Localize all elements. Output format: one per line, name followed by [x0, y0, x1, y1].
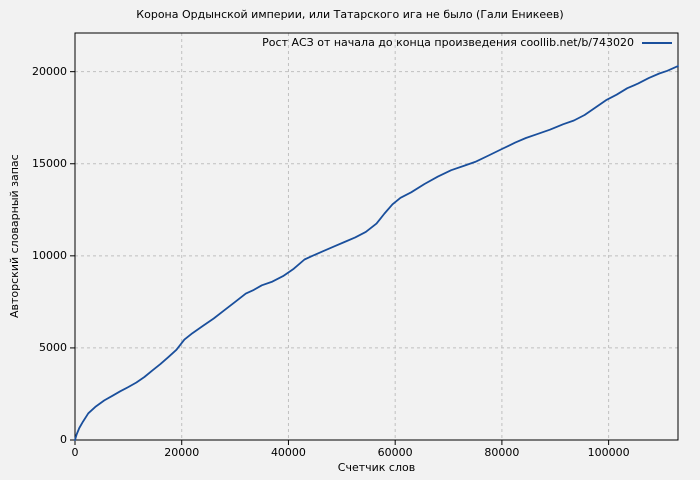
x-tick-label: 80000: [484, 446, 520, 459]
y-tick-label: 5000: [39, 340, 67, 354]
chart-title: Корона Ордынской империи, или Татарского…: [136, 8, 564, 21]
y-tick-label: 15000: [32, 156, 67, 170]
data-series-line: [74, 65, 679, 441]
x-tick-label: 0: [71, 446, 79, 459]
x-tick-label: 100000: [587, 446, 630, 459]
x-tick-label: 40000: [270, 446, 306, 459]
y-tick-label: 10000: [32, 248, 67, 262]
y-axis-label: Авторский словарный запас: [8, 154, 21, 319]
y-tick-label: 0: [60, 433, 67, 446]
legend: Рост АСЗ от начала до конца произведения…: [262, 36, 672, 49]
legend-label: Рост АСЗ от начала до конца произведения…: [262, 36, 634, 49]
x-axis-label: Счетчик слов: [337, 461, 416, 474]
y-tick-label: 20000: [32, 64, 67, 78]
legend-line-sample: [642, 41, 672, 44]
x-tick-label: 60000: [377, 446, 413, 459]
x-tick-label: 20000: [164, 446, 200, 459]
plot-border: [74, 32, 679, 441]
